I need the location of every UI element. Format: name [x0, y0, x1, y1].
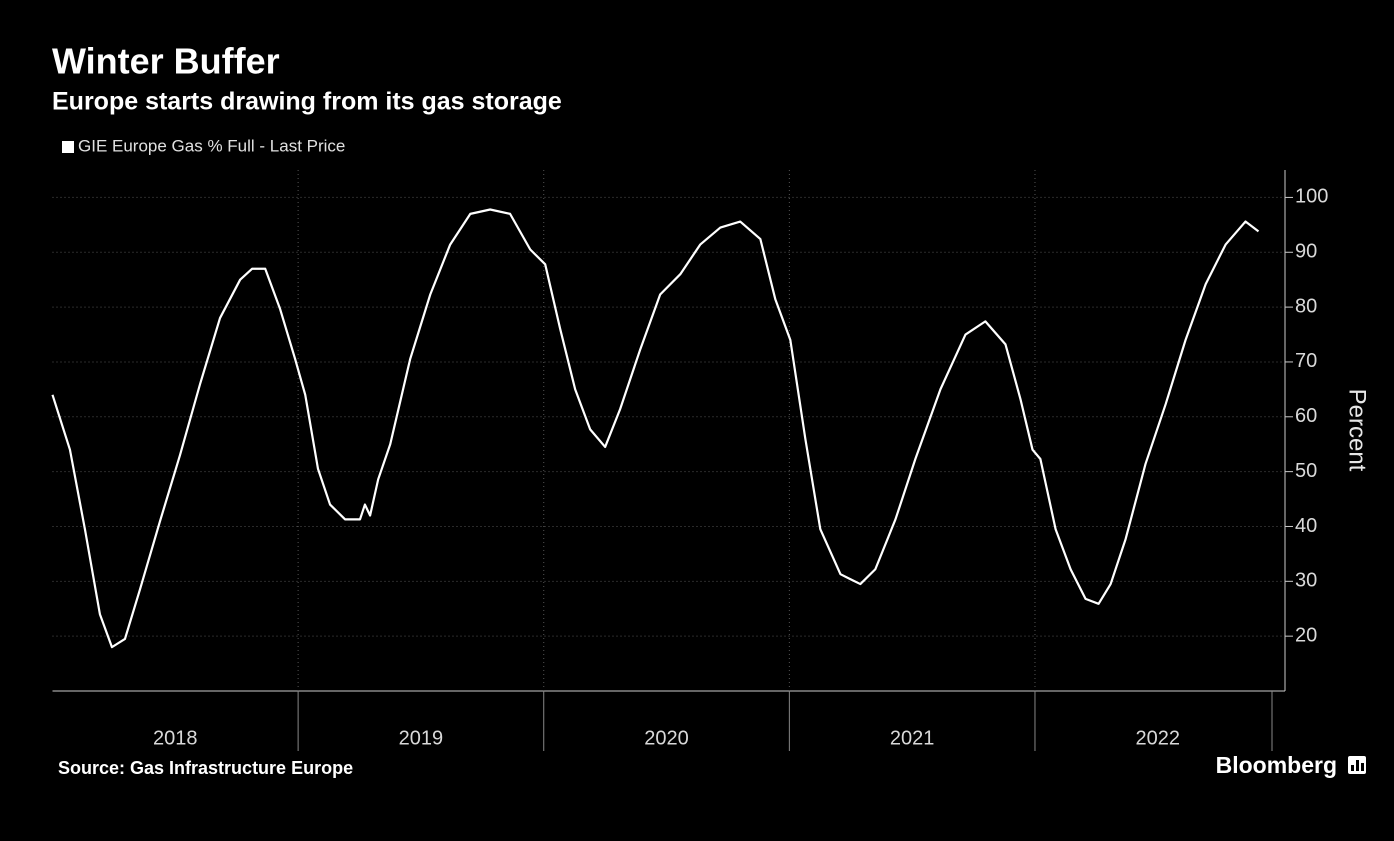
- legend-swatch: [62, 141, 74, 153]
- x-tick-label: 2020: [644, 727, 689, 749]
- y-tick-label: 100: [1295, 186, 1328, 208]
- x-tick-label: 2022: [1136, 727, 1181, 749]
- chart-title: Winter Buffer: [52, 41, 280, 82]
- legend-label: GIE Europe Gas % Full - Last Price: [78, 136, 345, 155]
- y-tick-label: 90: [1295, 241, 1317, 263]
- y-tick-label: 80: [1295, 295, 1317, 317]
- y-tick-label: 70: [1295, 350, 1317, 372]
- brand: Bloomberg: [1216, 752, 1337, 778]
- x-tick-label: 2018: [153, 727, 198, 749]
- x-tick-label: 2019: [399, 727, 444, 749]
- y-tick-label: 20: [1295, 624, 1317, 646]
- y-tick-label: 60: [1295, 405, 1317, 427]
- y-tick-label: 30: [1295, 570, 1317, 592]
- chart-subtitle: Europe starts drawing from its gas stora…: [52, 88, 562, 116]
- y-tick-label: 40: [1295, 515, 1317, 537]
- y-axis-label: Percent: [1344, 389, 1371, 472]
- brand-icon: [1348, 756, 1366, 774]
- source: Source: Gas Infrastructure Europe: [58, 758, 353, 778]
- data-line: [51, 208, 1260, 649]
- x-tick-label: 2021: [890, 727, 935, 749]
- y-tick-label: 50: [1295, 460, 1317, 482]
